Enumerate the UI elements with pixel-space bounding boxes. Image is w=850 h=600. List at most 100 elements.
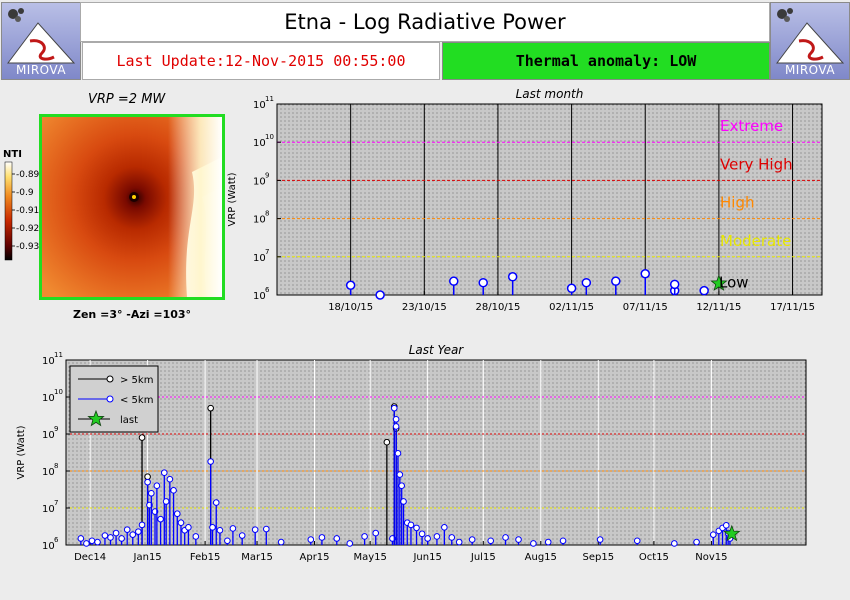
x-tick-label: Feb15 — [190, 552, 220, 563]
colorbar-tick-label: -0.9 — [16, 188, 34, 198]
data-point — [212, 499, 220, 506]
plot-area — [276, 103, 823, 296]
x-tick-label: 28/10/15 — [475, 302, 520, 313]
data-point — [216, 526, 224, 534]
x-tick-label: Jul15 — [470, 552, 496, 563]
data-point — [148, 489, 155, 497]
data-point — [398, 482, 405, 490]
data-point — [375, 290, 385, 300]
thermal-image-title: VRP =2 MW — [88, 92, 166, 107]
data-point — [112, 529, 120, 537]
data-point — [251, 526, 259, 533]
data-point — [544, 538, 552, 546]
y-tick-exponent: 9 — [54, 425, 58, 433]
data-point — [88, 537, 96, 545]
data-point — [372, 529, 380, 537]
last-point-star — [723, 524, 741, 542]
data-point — [153, 482, 161, 490]
data-point — [107, 534, 114, 541]
y-tick-exponent: 9 — [265, 171, 269, 179]
x-tick-label: Jan15 — [133, 552, 162, 563]
data-point — [144, 473, 151, 481]
colorbar-label: NTI — [3, 149, 22, 160]
x-tick-label: Aug15 — [525, 552, 557, 563]
data-point — [478, 277, 488, 288]
x-tick-label: Apr15 — [300, 552, 330, 563]
x-tick-label: Sep15 — [582, 552, 614, 563]
y-tick-exponent: 8 — [265, 210, 269, 218]
colorbar-tick-label: -0.89 — [16, 170, 40, 180]
x-tick-label: 02/11/15 — [549, 302, 594, 313]
y-tick-label: 10 — [253, 253, 266, 264]
data-point — [392, 423, 400, 430]
data-point — [207, 404, 214, 412]
data-point — [160, 469, 168, 476]
data-point — [170, 487, 177, 494]
data-point — [566, 283, 577, 294]
level-label-high: High — [720, 194, 754, 212]
legend-marker — [106, 375, 114, 383]
level-label-extreme: Extreme — [720, 117, 783, 135]
data-point — [699, 285, 709, 296]
data-point — [433, 533, 441, 540]
data-point — [418, 530, 426, 538]
y-tick-exponent: 10 — [265, 133, 274, 141]
data-point — [129, 531, 137, 538]
data-point — [515, 536, 522, 543]
data-point — [83, 540, 90, 547]
x-tick-label: Nov15 — [695, 552, 727, 563]
data-point — [502, 534, 509, 541]
legend-label: > 5km — [120, 375, 153, 386]
x-tick-label: Mar15 — [241, 552, 273, 563]
current-level-label: Low — [719, 274, 749, 292]
y-tick-exponent: 6 — [265, 286, 270, 294]
data-point — [166, 475, 174, 483]
chart-title: Last month — [516, 87, 584, 101]
y-tick-label: 10 — [42, 430, 55, 441]
level-label-moderate: Moderate — [720, 232, 791, 250]
nti-colorbar: -0.89 -0.9 -0.91 -0.92 -0.93 — [4, 161, 40, 261]
data-point — [361, 533, 368, 540]
data-point — [318, 534, 326, 541]
y-axis-label: VRP (Watt) — [16, 425, 27, 479]
x-tick-label: 18/10/15 — [328, 302, 373, 313]
y-tick-exponent: 8 — [54, 462, 58, 470]
logo-text: MIROVA — [15, 63, 67, 77]
volcano-logo-icon — [776, 8, 845, 64]
data-point — [394, 450, 402, 457]
legend-marker — [106, 395, 114, 403]
data-point — [229, 525, 237, 532]
data-point — [487, 537, 495, 545]
x-tick-label: May15 — [353, 552, 386, 563]
y-tick-exponent: 11 — [54, 351, 63, 359]
data-point — [77, 535, 85, 542]
last-update: Last Update:12-Nov-2015 00:55:00 — [82, 42, 440, 80]
y-tick-label: 10 — [42, 504, 55, 515]
data-point — [693, 538, 700, 546]
data-point — [530, 540, 537, 547]
data-point — [101, 532, 109, 539]
level-label-very-high: Very High — [720, 155, 793, 173]
y-tick-label: 10 — [42, 467, 55, 478]
data-point — [640, 268, 650, 279]
data-point — [345, 280, 356, 290]
data-point — [441, 524, 448, 531]
data-point — [407, 521, 415, 529]
data-point — [192, 533, 200, 540]
legend-label: last — [120, 415, 138, 426]
page-title: Etna - Log Radiative Power — [80, 2, 770, 42]
x-tick-label: Dec14 — [74, 552, 106, 563]
y-tick-exponent: 7 — [265, 248, 269, 256]
y-axis-label: VRP (Watt) — [227, 172, 238, 226]
data-point — [138, 521, 146, 529]
y-tick-label: 10 — [253, 215, 266, 226]
data-point — [722, 522, 730, 529]
data-point — [671, 540, 678, 547]
data-point — [157, 515, 164, 523]
data-point — [448, 534, 456, 541]
x-tick-label: Oct15 — [639, 552, 669, 563]
data-point — [144, 478, 151, 486]
y-tick-exponent: 7 — [54, 499, 58, 507]
chart-title: Last Year — [409, 343, 465, 357]
colorbar-tick-label: -0.93 — [16, 242, 39, 252]
